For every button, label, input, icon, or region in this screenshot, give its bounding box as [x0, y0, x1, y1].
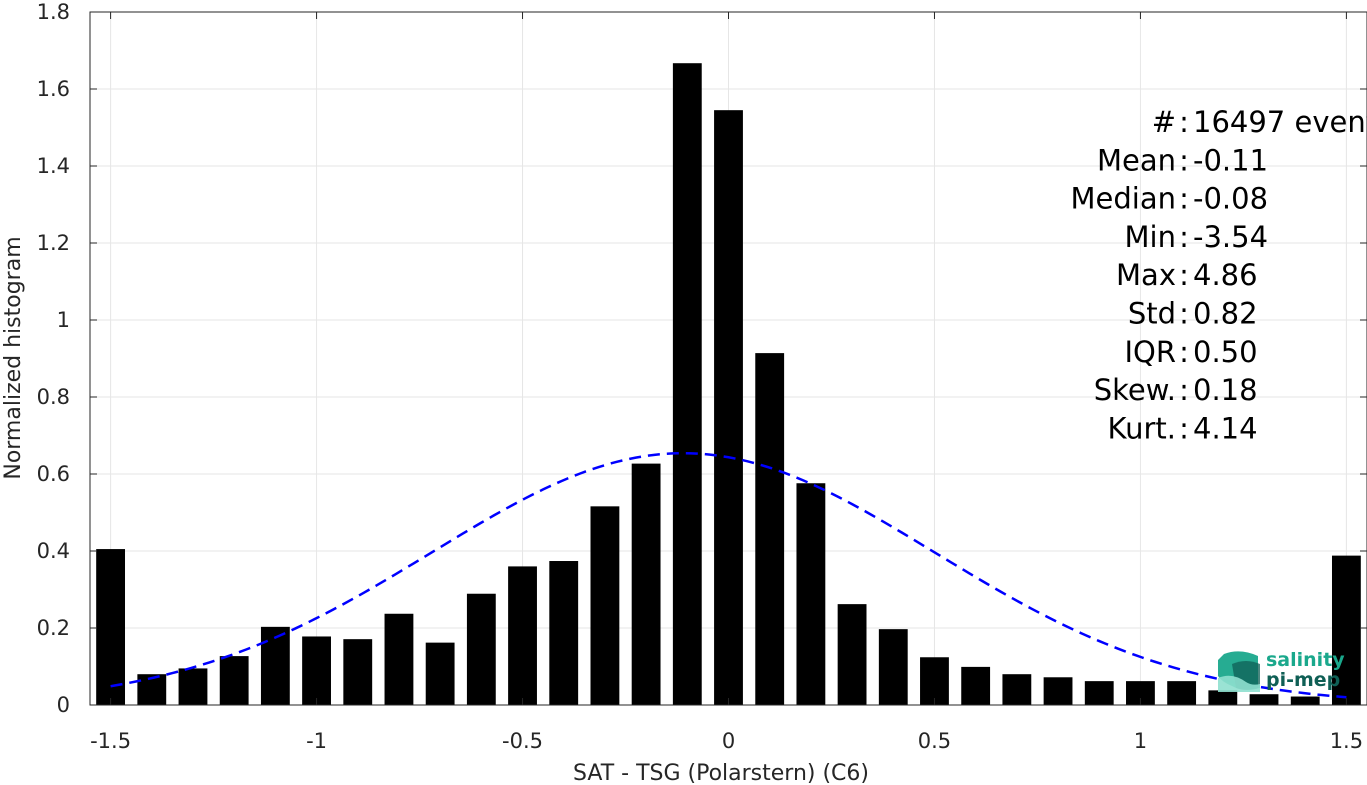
x-tick-labels: -1.5 -1 -0.5 0 0.5 1 1.5 [90, 729, 1363, 753]
stat-colon-1: : [1179, 143, 1189, 177]
bar-20 [920, 657, 949, 705]
stat-value-4: 4.86 [1193, 258, 1258, 292]
y-tick-label-2: 0.4 [37, 539, 70, 563]
bar-27 [1208, 690, 1238, 705]
y-tick-label-5: 1 [57, 308, 70, 332]
stat-value-3: -3.54 [1193, 220, 1268, 254]
y-tick-label-9: 1.8 [37, 0, 70, 24]
bar-18 [837, 604, 867, 705]
stat-value-8: 4.14 [1193, 411, 1258, 445]
logo-wave-icon-light [1218, 675, 1260, 692]
bar-17 [796, 483, 826, 705]
stat-value-6: 0.50 [1193, 335, 1258, 369]
stat-label-6: IQR [1124, 335, 1176, 369]
bar-26 [1167, 681, 1197, 705]
bar-21 [961, 666, 991, 705]
x-tick-label-2: -0.5 [502, 729, 543, 753]
bar-10 [508, 566, 537, 705]
stat-label-4: Max [1116, 258, 1176, 292]
x-tick-label-4: 0.5 [918, 729, 951, 753]
ticks [90, 11, 1367, 706]
normal-fit-curve [110, 451, 1347, 699]
bar-8 [425, 642, 455, 705]
y-axis-label: Normalized histogram [1, 236, 26, 479]
stat-colon-4: : [1179, 258, 1189, 292]
y-tick-labels: 0 0.2 0.4 0.6 0.8 1 1.2 1.4 1.6 1.8 [37, 0, 70, 717]
bar-5 [302, 636, 331, 705]
stat-value-2: -0.08 [1193, 182, 1268, 216]
stat-label-8: Kurt. [1108, 411, 1176, 445]
bar-3 [219, 656, 249, 705]
bar-29 [1290, 696, 1320, 705]
y-tick-label-3: 0.6 [37, 462, 70, 486]
logo-text-salinity: salinity [1266, 649, 1345, 671]
y-tick-label-6: 1.2 [37, 231, 70, 255]
bar-22 [1002, 674, 1032, 705]
bar-7 [384, 613, 414, 705]
y-tick-label-1: 0.2 [37, 616, 70, 640]
bar-19 [878, 629, 908, 705]
x-tick-label-6: 1.5 [1330, 729, 1363, 753]
bar-28 [1249, 694, 1279, 705]
stat-label-3: Min [1125, 220, 1176, 254]
logo-text-pi-mep: pi-mep [1266, 669, 1340, 691]
stat-label-7: Skew. [1094, 373, 1176, 407]
bar-0 [96, 549, 126, 705]
bars [96, 63, 1361, 706]
bar-24 [1084, 681, 1114, 705]
bar-23 [1043, 677, 1073, 705]
x-axis-label: SAT - TSG (Polarstern) (C6) [573, 761, 869, 785]
stat-colon-7: : [1179, 373, 1189, 407]
bar-6 [343, 639, 373, 705]
bar-30 [1331, 555, 1361, 705]
x-tick-label-5: 1 [1134, 729, 1147, 753]
x-tick-label-0: -1.5 [90, 729, 131, 753]
bar-4 [260, 626, 290, 705]
stat-value-1: -0.11 [1193, 143, 1268, 177]
y-tick-label-8: 1.6 [37, 77, 70, 101]
bar-11 [549, 561, 579, 705]
stat-value-0: 16497 events [1193, 105, 1367, 139]
stats-box: #:16497 eventsMean:-0.11Median:-0.08Min:… [1071, 105, 1367, 445]
bar-13 [631, 463, 661, 705]
stat-label-0: # [1152, 105, 1176, 139]
stat-value-7: 0.18 [1193, 373, 1258, 407]
stat-value-5: 0.82 [1193, 297, 1258, 331]
bar-12 [590, 506, 620, 705]
bar-15 [714, 110, 743, 706]
stat-colon-0: : [1179, 105, 1189, 139]
stat-label-5: Std [1128, 297, 1176, 331]
y-tick-label-7: 1.4 [37, 154, 70, 178]
salinity-pi-mep-logo: salinity pi-mep [1218, 649, 1345, 692]
bar-16 [755, 353, 785, 705]
bar-9 [466, 593, 496, 705]
bar-14 [672, 63, 702, 705]
x-tick-label-3: 0 [722, 729, 735, 753]
stat-label-2: Median [1071, 182, 1176, 216]
stat-colon-3: : [1179, 220, 1189, 254]
stat-colon-2: : [1179, 182, 1189, 216]
y-tick-label-0: 0 [57, 693, 70, 717]
stat-colon-5: : [1179, 297, 1189, 331]
stat-colon-8: : [1179, 411, 1189, 445]
x-tick-label-1: -1 [306, 729, 327, 753]
bar-2 [178, 668, 208, 705]
bar-25 [1126, 681, 1155, 705]
stat-label-1: Mean [1097, 143, 1176, 177]
stat-colon-6: : [1179, 335, 1189, 369]
y-tick-label-4: 0.8 [37, 385, 70, 409]
